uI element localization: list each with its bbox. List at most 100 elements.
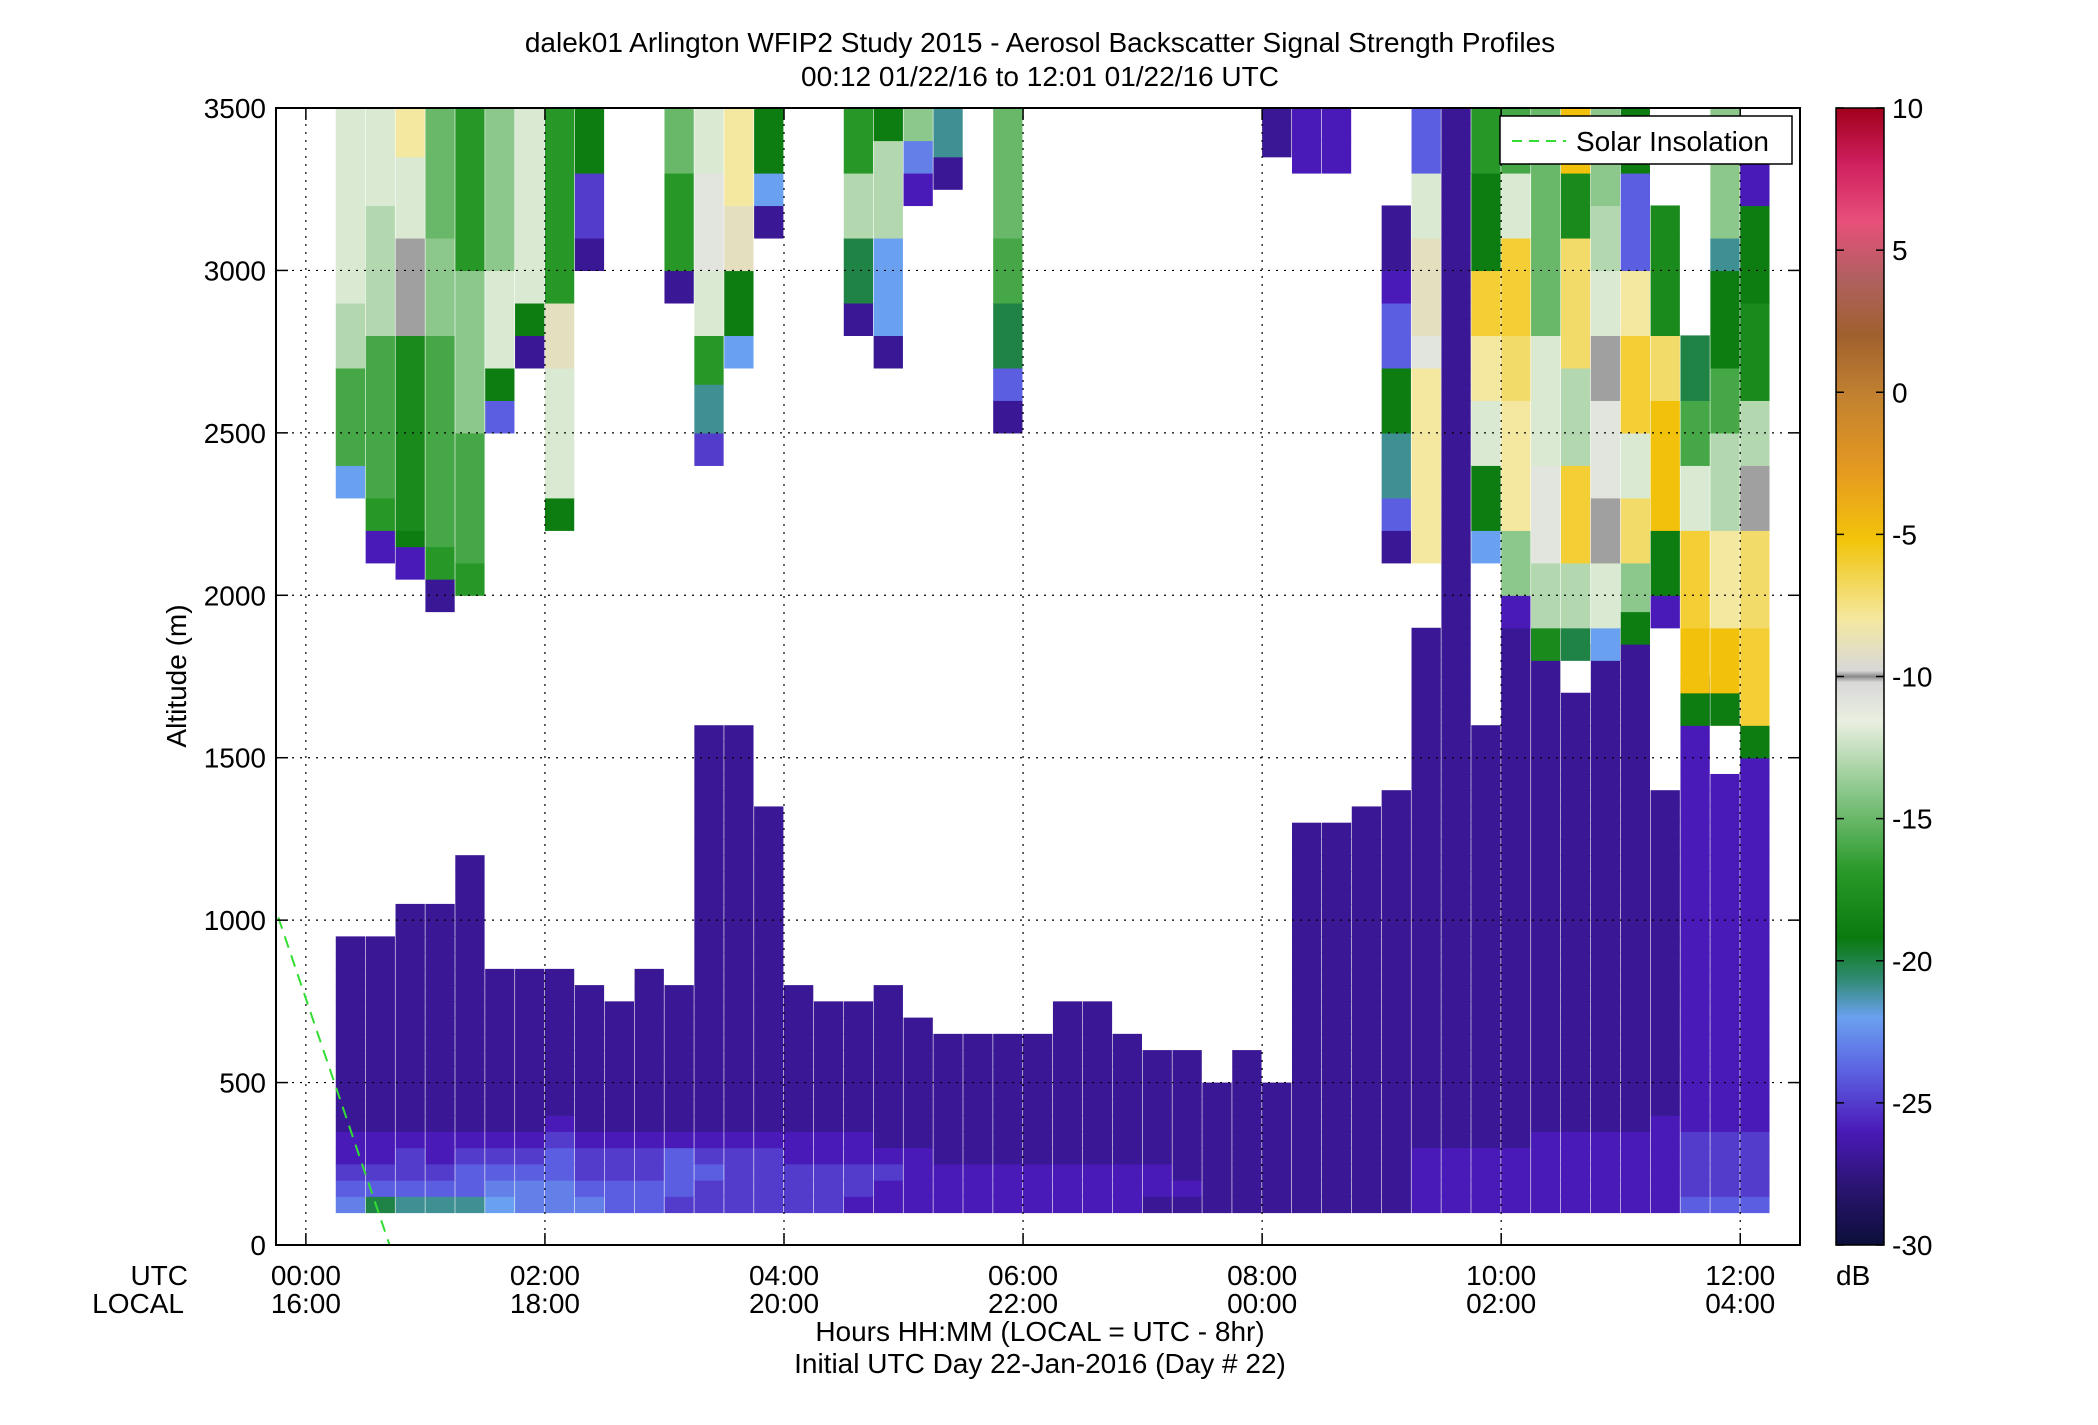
heatmap-cell (1232, 1098, 1262, 1116)
heatmap-cell (1710, 1115, 1740, 1132)
heatmap-cell (515, 1180, 545, 1197)
heatmap-cell (1501, 887, 1531, 905)
heatmap-cell (1411, 676, 1441, 694)
heatmap-cell (754, 936, 784, 954)
heatmap-cell (1351, 1066, 1382, 1084)
heatmap-cell (993, 1180, 1023, 1197)
heatmap-cell (1680, 936, 1710, 954)
heatmap-cell (724, 757, 754, 775)
heatmap-cell (1531, 708, 1561, 726)
heatmap-cell (1501, 725, 1531, 743)
heatmap-cell (335, 985, 366, 1002)
heatmap-cell (544, 1163, 575, 1181)
heatmap-cell (1560, 1050, 1591, 1067)
heatmap-cell (1381, 952, 1411, 970)
heatmap-cell (1710, 773, 1740, 791)
heatmap-cell (1411, 871, 1441, 889)
heatmap-cell (1441, 254, 1471, 272)
heatmap-cell (1292, 1147, 1322, 1165)
heatmap-cell (694, 1131, 724, 1149)
heatmap-cell (604, 1017, 634, 1035)
heatmap-cell (1680, 1115, 1710, 1132)
heatmap-cell (724, 1082, 754, 1100)
heatmap-cell (933, 1180, 963, 1197)
heatmap-cell (485, 1147, 515, 1165)
colorbar-tick-label: 5 (1892, 235, 1908, 266)
heatmap-cell (694, 985, 724, 1002)
heatmap-cell (1232, 1050, 1262, 1067)
heatmap-cell (1351, 1147, 1382, 1165)
x-tick-label-local: 00:00 (1227, 1288, 1297, 1319)
heatmap-cell (365, 1115, 395, 1132)
legend-label-solar: Solar Insolation (1576, 126, 1769, 157)
heatmap-cell (1740, 1066, 1770, 1084)
heatmap-cell-upper (724, 108, 754, 207)
heatmap-cell (335, 1180, 366, 1197)
heatmap-cell (1441, 985, 1471, 1002)
heatmap-cell (395, 920, 425, 937)
heatmap-cell (365, 1033, 395, 1051)
heatmap-cell (1501, 920, 1531, 937)
heatmap-cell (724, 1180, 754, 1197)
heatmap-cell (873, 1196, 903, 1214)
heatmap-cell (1710, 806, 1740, 824)
heatmap-cell (1441, 952, 1471, 970)
heatmap-cell (634, 1163, 664, 1181)
heatmap-cell (933, 1050, 963, 1067)
heatmap-cell (993, 1115, 1023, 1132)
heatmap-cell (963, 1050, 993, 1067)
heatmap-cell-upper (1650, 237, 1680, 336)
heatmap-cell (455, 871, 485, 889)
heatmap-cell (395, 1082, 425, 1100)
heatmap-cell (1710, 1050, 1740, 1067)
heatmap-cell (1292, 1017, 1322, 1035)
heatmap-cell (425, 1017, 455, 1035)
heatmap-cell-upper (1501, 595, 1531, 629)
heatmap-cell (1620, 1131, 1650, 1149)
heatmap-cell (1262, 1082, 1292, 1100)
heatmap-cell (873, 1147, 903, 1165)
heatmap-cell (395, 1196, 425, 1214)
heatmap-cell (1501, 1066, 1531, 1084)
heatmap-cell (1590, 773, 1621, 791)
heatmap-cell (1441, 1115, 1471, 1132)
heatmap-cell (1710, 871, 1740, 889)
heatmap-cell (1351, 871, 1382, 889)
heatmap-cell (1501, 838, 1531, 856)
heatmap-cell-upper (395, 237, 425, 336)
heatmap-cell (1351, 1033, 1382, 1051)
heatmap-cell (724, 887, 754, 905)
x-tick-label-local: 18:00 (510, 1288, 580, 1319)
heatmap-cell (694, 936, 724, 954)
heatmap-cell (544, 1115, 575, 1132)
heatmap-cell (1052, 1115, 1083, 1132)
y-tick-label: 3500 (204, 93, 266, 124)
heatmap-cell (1650, 871, 1680, 889)
heatmap-cell-upper (1650, 530, 1680, 596)
heatmap-cell (1710, 838, 1740, 856)
heatmap-cell (1471, 790, 1501, 808)
heatmap-cell (1501, 1180, 1531, 1197)
heatmap-cell (1112, 1115, 1142, 1132)
heatmap-cell (425, 1180, 455, 1197)
heatmap-cell (1471, 920, 1501, 937)
heatmap-cell (1680, 855, 1710, 873)
heatmap-cell (784, 1033, 814, 1051)
heatmap-cell-upper (1501, 530, 1531, 596)
heatmap-cell (1680, 985, 1710, 1002)
heatmap-cell (873, 1163, 903, 1181)
heatmap-cell (694, 1098, 724, 1116)
heatmap-cell (1112, 1082, 1142, 1100)
heatmap-cell (1292, 952, 1322, 970)
heatmap-cell (485, 1033, 515, 1051)
heatmap-cell (963, 1180, 993, 1197)
heatmap-cell (1052, 1050, 1083, 1067)
heatmap-cell (1650, 1082, 1680, 1100)
heatmap-cell-upper (425, 546, 455, 580)
heatmap-cell (1680, 1017, 1710, 1035)
heatmap-cell (1142, 1196, 1172, 1214)
heatmap-cell (634, 1082, 664, 1100)
heatmap-cell (933, 1115, 963, 1132)
heatmap-cell (1112, 1098, 1142, 1116)
heatmap-cell (873, 1033, 903, 1051)
